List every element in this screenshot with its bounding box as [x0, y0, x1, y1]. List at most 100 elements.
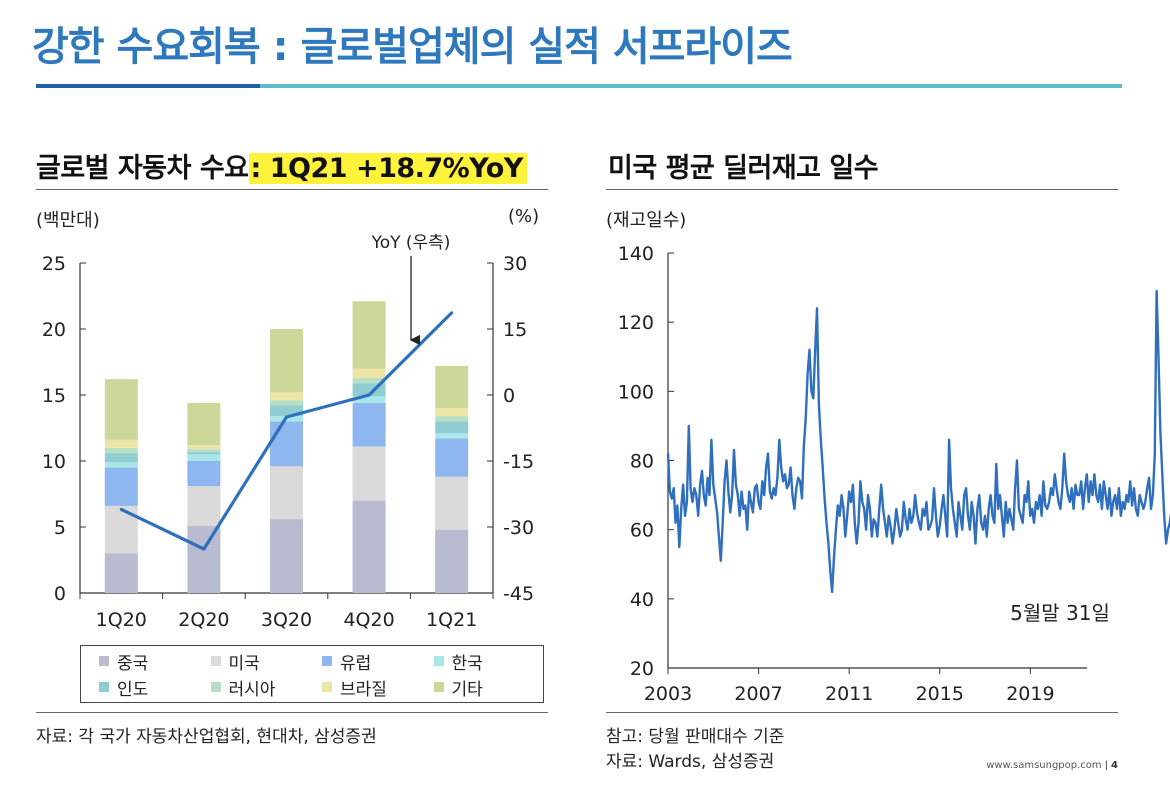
right-y-tick-label: -15: [503, 451, 534, 473]
right-y-tick-label: -45: [503, 583, 534, 605]
bar-segment: [104, 453, 138, 463]
bar-segment: [352, 377, 386, 384]
legend-item: 중국: [89, 648, 201, 674]
bar-segment: [104, 553, 138, 593]
bar-segment: [435, 365, 469, 409]
bar-segment: [352, 301, 386, 369]
yoy-point: [202, 547, 206, 551]
left-source-note: 자료: 각 국가 자동차산업협회, 현대차, 삼성증권: [36, 727, 377, 747]
left-axis-unit: (백만대): [36, 210, 100, 231]
bar-segment: [187, 445, 221, 450]
legend-label: 중국: [117, 653, 149, 674]
left-chart-heading-highlight: : 1Q21 +18.7%YoY: [248, 153, 527, 184]
legend-label: 인도: [117, 679, 149, 700]
legend-label: 유럽: [340, 653, 372, 674]
bar-segment: [435, 408, 469, 417]
bar-segment: [270, 519, 303, 593]
bar-segment: [104, 467, 138, 506]
bar-segment: [270, 421, 303, 467]
legend-label: 러시아: [228, 679, 276, 700]
legend-item: 브라질: [312, 674, 424, 700]
left-footer-rule: [36, 712, 548, 713]
bar-segment: [435, 529, 469, 593]
left-y-tick-label: 20: [42, 319, 66, 341]
legend-item: 유럽: [312, 648, 424, 674]
bar-segment: [352, 368, 386, 378]
x-tick-label: 2Q20: [178, 609, 229, 631]
legend-swatch: [210, 656, 221, 666]
right-footer-rule: [606, 712, 1118, 713]
bar-segment: [435, 421, 469, 434]
right-source-note: 자료: Wards, 삼성증권: [606, 752, 775, 772]
bar-segment: [435, 416, 469, 422]
left-y-tick-label: 25: [42, 253, 66, 275]
legend-item: 인도: [89, 674, 201, 700]
bar-segment: [187, 461, 221, 487]
bar-segment: [435, 476, 469, 530]
legend-swatch: [433, 656, 444, 666]
bar-segment: [270, 392, 303, 401]
legend-swatch: [433, 682, 444, 692]
footer-separator: |: [1104, 760, 1109, 771]
left-y-tick-label: 5: [54, 517, 66, 539]
left-chart-heading: 글로벌 자동차 수요: 1Q21 +18.7%YoY: [36, 146, 527, 185]
x-tick-label: 1Q21: [426, 609, 477, 631]
bar-segment: [435, 438, 469, 477]
inventory-x-tick-label: 2019: [1006, 683, 1054, 705]
left-heading-rule: [36, 189, 548, 190]
yoy-point: [450, 311, 454, 315]
footer-site: www.samsungpop.com: [986, 760, 1102, 771]
yoy-point: [285, 415, 288, 419]
dealer-inventory-line-chart: 20 40 60 80 100 120 140 2003 2007 2011 2015 2019 5월…: [618, 243, 1170, 705]
bar-segment: [104, 447, 138, 454]
bar-segment: [187, 525, 221, 593]
legend-label: 한국: [451, 653, 483, 674]
page-title: 강한 수요회복 : 글로벌업체의 실적 서프라이즈: [32, 24, 793, 70]
inventory-axis-unit: (재고일수): [606, 210, 687, 231]
legend-label: 기타: [451, 679, 483, 700]
inventory-annotation: 5월말 31일: [1010, 601, 1110, 625]
right-axis-unit: (%): [508, 206, 540, 227]
legend-swatch: [322, 656, 332, 666]
right-chart-heading: 미국 평균 딜러재고 일수: [608, 153, 879, 184]
legend-label: 브라질: [340, 679, 387, 700]
yoy-point: [367, 393, 371, 397]
legend-item: 기타: [424, 674, 536, 700]
right-y-tick-label: 15: [503, 319, 527, 341]
bar-segment: [187, 449, 221, 452]
bar-segment: [187, 454, 221, 461]
bar-segment: [187, 486, 221, 526]
inventory-x-tick-label: 2011: [825, 683, 873, 705]
bar-segment: [187, 402, 221, 446]
bar-segment: [104, 439, 138, 448]
bar-segment: [270, 400, 303, 406]
page-number: 4: [1111, 760, 1118, 771]
bar-segment: [187, 451, 221, 455]
inventory-y-tick-label: 100: [618, 381, 654, 403]
inventory-y-tick-label: 80: [630, 451, 654, 473]
legend-swatch: [210, 682, 221, 692]
yoy-point: [119, 507, 123, 511]
right-heading-rule: [606, 189, 1118, 190]
inventory-y-tick-label: 60: [630, 520, 654, 542]
bar-segment: [352, 446, 386, 501]
inventory-x-tick-label: 2015: [916, 683, 964, 705]
inventory-y-tick-label: 140: [618, 243, 654, 265]
legend-item: 한국: [424, 648, 536, 674]
right-y-tick-label: 0: [503, 385, 515, 407]
title-underline-dark: [36, 84, 260, 88]
legend-item: 러시아: [201, 674, 313, 700]
bar-segment: [352, 402, 386, 447]
left-y-tick-label: 15: [42, 385, 66, 407]
chart-legend: 중국 미국 유럽 한국 인도 러시아 브라질 기타: [80, 645, 544, 703]
bar-segment: [352, 500, 386, 593]
inventory-x-tick-label: 2007: [734, 683, 782, 705]
right-note: 참고: 당월 판매대수 기준: [606, 727, 785, 747]
inventory-y-tick-label: 20: [630, 658, 654, 680]
legend-swatch: [99, 682, 109, 692]
bar-segment: [270, 329, 303, 393]
bar-segment: [270, 466, 303, 520]
left-y-tick-label: 10: [42, 451, 66, 473]
x-tick-label: 3Q20: [261, 609, 312, 631]
x-tick-label: 1Q20: [96, 609, 147, 631]
